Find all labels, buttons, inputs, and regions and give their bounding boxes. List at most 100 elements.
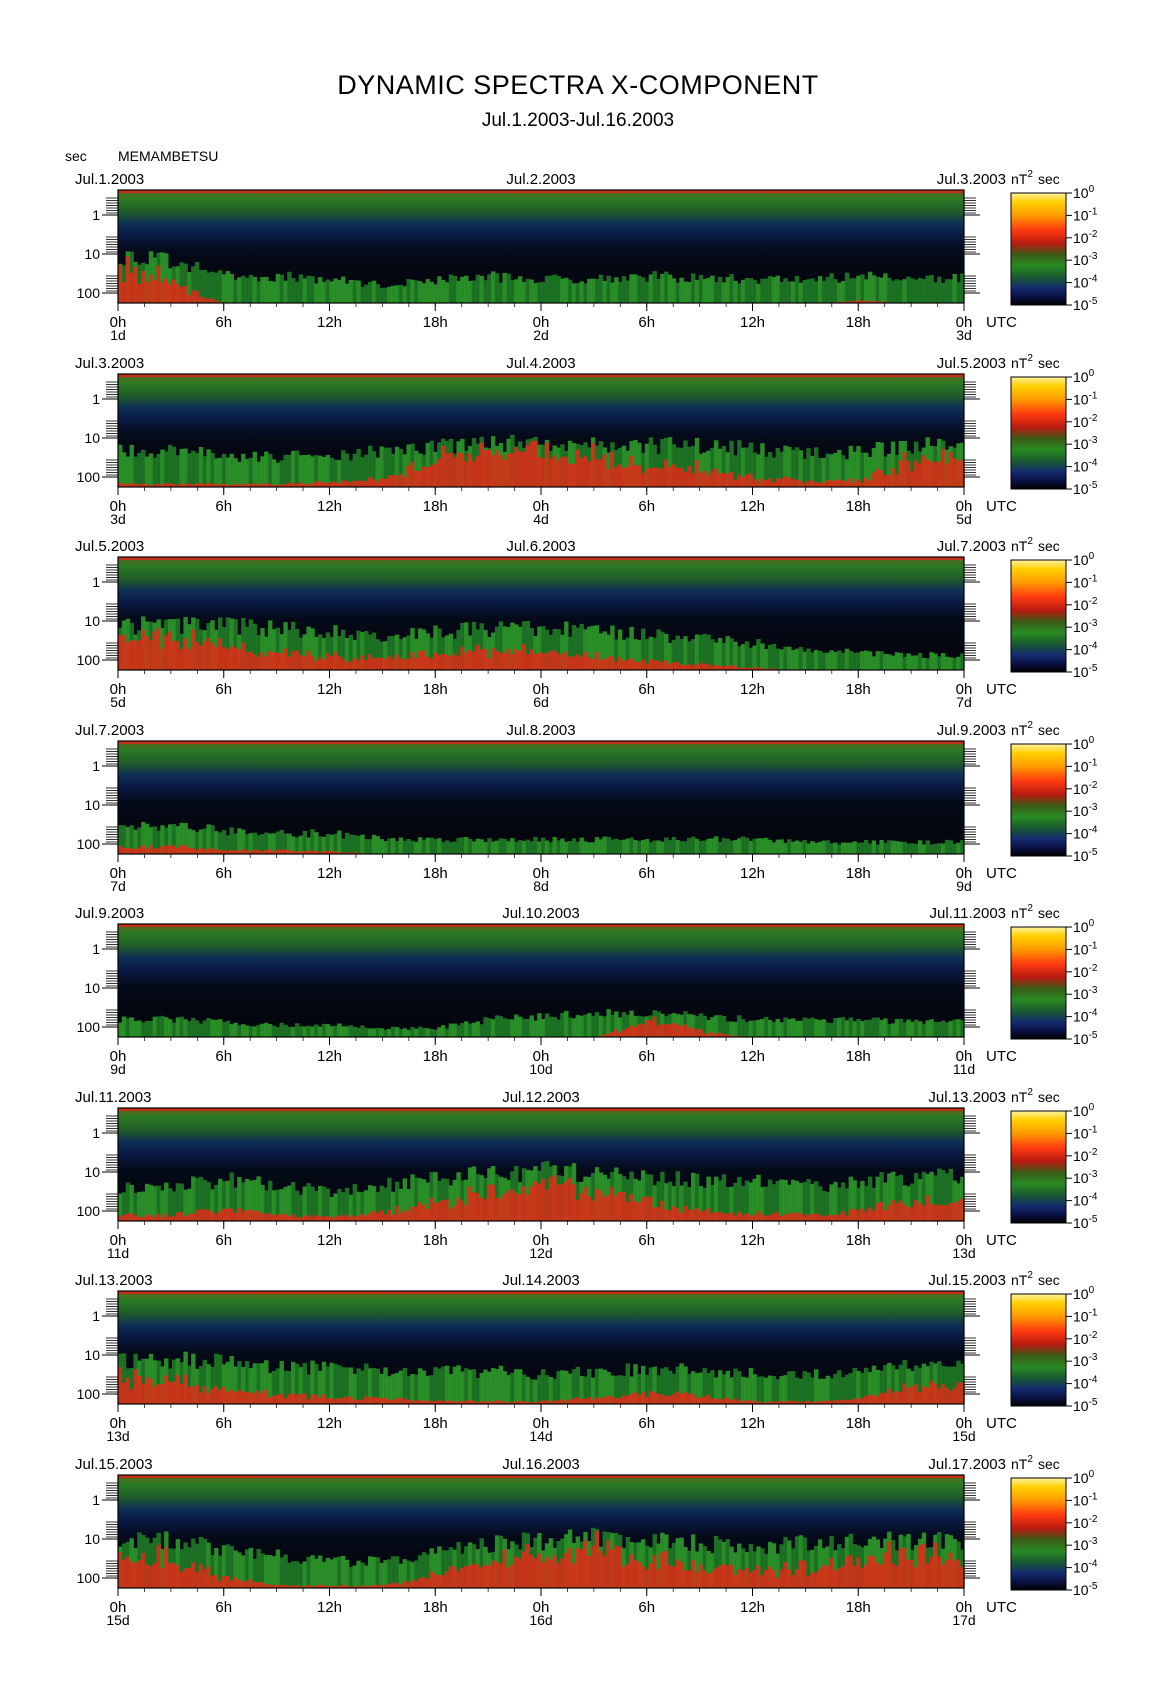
activity-column xyxy=(714,1377,719,1404)
heat-column xyxy=(879,1564,884,1588)
heat-column xyxy=(679,1025,684,1037)
heat-column xyxy=(737,475,742,487)
heat-column xyxy=(606,1194,611,1221)
activity-column xyxy=(802,1371,807,1404)
activity-column xyxy=(198,270,204,303)
activity-column xyxy=(575,1366,580,1404)
heat-column xyxy=(306,850,311,854)
activity-column xyxy=(617,1017,623,1037)
activity-column xyxy=(329,636,334,670)
heat-column xyxy=(244,1580,250,1588)
activity-column xyxy=(737,838,742,854)
activity-column xyxy=(268,454,273,487)
activity-column xyxy=(291,1361,296,1404)
activity-column xyxy=(456,837,461,854)
activity-column xyxy=(414,280,419,303)
activity-column xyxy=(848,842,853,854)
heat-column xyxy=(714,1212,719,1221)
heat-column xyxy=(202,641,207,670)
activity-column xyxy=(375,639,380,670)
heat-column xyxy=(510,1189,515,1221)
activity-column xyxy=(779,281,784,303)
activity-column xyxy=(821,1019,827,1037)
heat-column xyxy=(567,1399,573,1404)
colorbar-label: 100 xyxy=(1073,1285,1095,1302)
activity-column xyxy=(798,282,803,303)
heat-column xyxy=(883,474,888,487)
heat-column xyxy=(141,271,146,303)
heat-column xyxy=(671,464,677,487)
activity-column xyxy=(237,828,242,854)
heat-column xyxy=(491,455,496,487)
activity-column xyxy=(294,281,300,303)
activity-column xyxy=(583,283,588,303)
heat-column xyxy=(179,483,184,487)
x-tick-label: 12h xyxy=(740,865,765,882)
x-tick-label: 18h xyxy=(423,314,448,331)
heat-column xyxy=(840,1211,846,1221)
colorbar-label: 10-1 xyxy=(1073,940,1098,957)
heat-column xyxy=(360,1585,365,1588)
heat-column xyxy=(556,653,561,670)
heat-column xyxy=(383,478,388,487)
heat-column xyxy=(460,1401,465,1404)
activity-column xyxy=(787,446,792,487)
activity-column xyxy=(364,1363,369,1404)
activity-column xyxy=(794,1180,800,1221)
activity-column xyxy=(729,1021,734,1037)
y-tick-label: 1 xyxy=(92,574,100,590)
heat-column xyxy=(294,1217,300,1221)
activity-column xyxy=(948,657,953,670)
activity-column xyxy=(787,839,792,854)
activity-column xyxy=(175,1017,181,1037)
heat-column xyxy=(483,649,488,670)
heat-column xyxy=(560,1399,565,1404)
heat-column xyxy=(210,642,215,670)
activity-column xyxy=(833,279,838,303)
heat-column xyxy=(944,1560,950,1588)
activity-column xyxy=(902,279,907,303)
activity-column xyxy=(760,1019,765,1037)
unit-label: nT2 xyxy=(1011,353,1033,371)
activity-column xyxy=(679,639,684,670)
activity-column xyxy=(460,276,465,303)
heat-column xyxy=(556,1184,561,1221)
heat-column xyxy=(283,484,288,487)
heat-column xyxy=(356,1586,361,1588)
heat-column xyxy=(517,1558,523,1588)
activity-column xyxy=(179,1549,184,1588)
activity-column xyxy=(821,840,827,854)
activity-column xyxy=(302,1026,307,1037)
heat-column xyxy=(456,1197,461,1221)
activity-column xyxy=(791,1371,796,1404)
heat-column xyxy=(764,1570,769,1588)
activity-column xyxy=(368,1185,373,1221)
activity-column xyxy=(729,638,734,670)
activity-column xyxy=(929,1019,934,1037)
activity-column xyxy=(356,448,361,487)
spectra-background xyxy=(118,741,964,854)
activity-column xyxy=(914,1545,919,1588)
heat-column xyxy=(902,1547,907,1588)
activity-column xyxy=(329,834,334,854)
activity-column xyxy=(725,1539,730,1588)
heat-column xyxy=(133,1369,138,1404)
heat-column xyxy=(156,848,161,854)
heat-column xyxy=(702,664,707,670)
activity-column xyxy=(725,1370,730,1404)
activity-column xyxy=(860,1021,865,1037)
activity-column xyxy=(656,1011,661,1037)
activity-column xyxy=(856,1019,861,1037)
activity-column xyxy=(744,1180,750,1221)
activity-column xyxy=(764,1016,769,1037)
activity-column xyxy=(775,1180,780,1221)
heat-column xyxy=(552,650,557,670)
heat-column xyxy=(921,1205,927,1221)
activity-column xyxy=(310,628,315,670)
activity-column xyxy=(560,1370,565,1404)
activity-column xyxy=(756,283,761,303)
heat-column xyxy=(691,1393,696,1404)
activity-column xyxy=(864,1019,869,1037)
heat-column xyxy=(164,1547,169,1588)
heat-column xyxy=(898,1391,903,1404)
